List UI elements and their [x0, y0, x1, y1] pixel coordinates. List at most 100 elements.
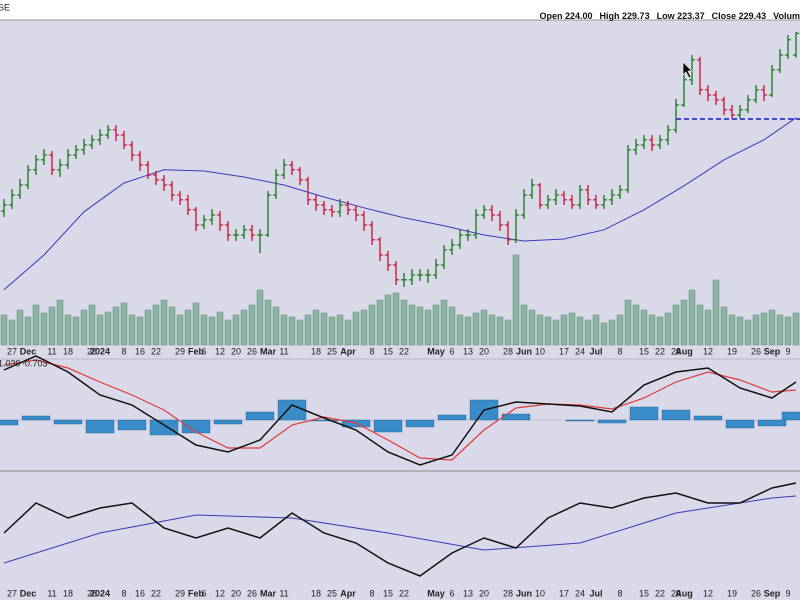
- volume-bar: [416, 306, 424, 346]
- x-tick-label: 28: [503, 588, 513, 598]
- x-tick-label: 6: [201, 346, 206, 356]
- volume-bar: [752, 314, 760, 346]
- x-tick-label: Aug: [675, 346, 693, 356]
- macd-histogram-bar: [373, 419, 403, 433]
- x-tick-label: 6: [449, 588, 454, 598]
- volume-bar: [736, 316, 744, 346]
- volume-bar: [480, 309, 488, 346]
- x-tick-label: 15: [639, 346, 649, 356]
- x-tick-label: Jun: [516, 588, 532, 598]
- volume-bar: [352, 311, 360, 346]
- macd-signal-line: [3, 359, 797, 461]
- oscillator-average: [3, 495, 797, 564]
- volume-bar: [424, 309, 432, 346]
- volume-bar: [360, 309, 368, 346]
- x-tick-label: 22: [151, 588, 161, 598]
- volume-bar: [560, 314, 568, 346]
- x-tick-label: 20: [231, 588, 241, 598]
- volume-bar: [696, 304, 704, 346]
- volume-bar: [408, 304, 416, 346]
- volume-bar: [648, 314, 656, 346]
- volume-bar: [296, 319, 304, 346]
- x-tick-label: Feb: [188, 346, 205, 356]
- moving-average: [3, 117, 797, 291]
- header-item: High 229.73: [599, 11, 650, 21]
- macd-histogram-bar: [85, 419, 115, 434]
- volume-bar: [272, 306, 280, 346]
- x-tick-label: 9: [785, 346, 790, 356]
- x-tick-label: 20: [479, 346, 489, 356]
- macd-histogram-bar: [149, 419, 179, 436]
- x-tick-label: 8: [121, 588, 126, 598]
- x-tick-label: Dec: [20, 346, 37, 356]
- x-tick-label: Jul: [589, 588, 602, 598]
- x-tick-label: 27: [7, 588, 17, 598]
- x-tick-label: 8: [617, 346, 622, 356]
- x-tick-label: Mar: [260, 346, 277, 356]
- volume-bar: [488, 314, 496, 346]
- volume-bar: [616, 314, 624, 346]
- x-tick-label: 19: [727, 588, 737, 598]
- ohlc-header: Open 224.00 High 229.73 Low 223.37 Close 22…: [540, 11, 800, 21]
- macd-histogram-bar: [597, 419, 627, 424]
- volume-bar: [312, 309, 320, 346]
- macd-histogram-bar: [661, 409, 691, 421]
- volume-bar: [224, 319, 232, 346]
- volume-bar: [456, 314, 464, 346]
- macd-histogram-bar: [309, 419, 339, 422]
- x-tick-label: 29: [671, 588, 681, 598]
- x-tick-label: 22: [151, 346, 161, 356]
- volume-bar: [448, 306, 456, 346]
- macd-histogram-bar: [181, 419, 211, 434]
- volume-bar: [544, 316, 552, 346]
- x-tick-label: 6: [201, 588, 206, 598]
- volume-bar: [536, 314, 544, 346]
- x-tick-label: 24: [575, 346, 585, 356]
- x-tick-label: Mar: [260, 588, 277, 598]
- volume-bar: [368, 304, 376, 346]
- x-tick-label: 18: [63, 346, 73, 356]
- x-tick-label: Jun: [516, 346, 532, 356]
- x-tick-label: 12: [215, 346, 225, 356]
- x-tick-label: Sep: [764, 588, 781, 598]
- x-tick-label: 18: [63, 588, 73, 598]
- volume-bar: [496, 316, 504, 346]
- volume-bar: [528, 309, 536, 346]
- x-tick-label: 29: [175, 346, 185, 356]
- volume-bar: [624, 299, 632, 346]
- x-tick-label: 16: [135, 346, 145, 356]
- volume-bar: [112, 306, 120, 346]
- macd-histogram-bar: [693, 415, 723, 421]
- volume-bar: [504, 319, 512, 346]
- x-tick-label: 10: [535, 588, 545, 598]
- x-tick-label: 17: [559, 588, 569, 598]
- macd-histogram-bar: [21, 415, 51, 421]
- x-tick-label: 12: [215, 588, 225, 598]
- x-tick-label: 2024: [90, 346, 110, 356]
- volume-bar: [80, 309, 88, 346]
- volume-bar: [232, 314, 240, 346]
- volume-bar: [576, 316, 584, 346]
- macd-legend: -1.039: [0, 358, 21, 368]
- header-item: Close 229.43: [711, 11, 767, 21]
- volume-bar: [216, 311, 224, 346]
- x-tick-label: 19: [727, 346, 737, 356]
- volume-bar: [760, 312, 768, 346]
- volume-bar: [744, 319, 752, 346]
- header-strip: [0, 0, 800, 20]
- x-tick-label: 16: [135, 588, 145, 598]
- volume-bar: [168, 306, 176, 346]
- symbol-text: SE: [0, 2, 10, 12]
- macd-histogram-bar: [117, 419, 147, 431]
- volume-bar: [56, 299, 64, 346]
- x-tick-label: May: [427, 346, 445, 356]
- volume-bar: [776, 314, 784, 346]
- volume-bar: [520, 304, 528, 346]
- volume-bar: [512, 254, 520, 346]
- x-tick-label: 20: [231, 346, 241, 356]
- volume-bar: [304, 314, 312, 346]
- macd-histogram-bar: [757, 419, 787, 427]
- header-item: Low 223.37: [656, 11, 705, 21]
- x-tick-label: May: [427, 588, 445, 598]
- x-tick-label: 22: [655, 346, 665, 356]
